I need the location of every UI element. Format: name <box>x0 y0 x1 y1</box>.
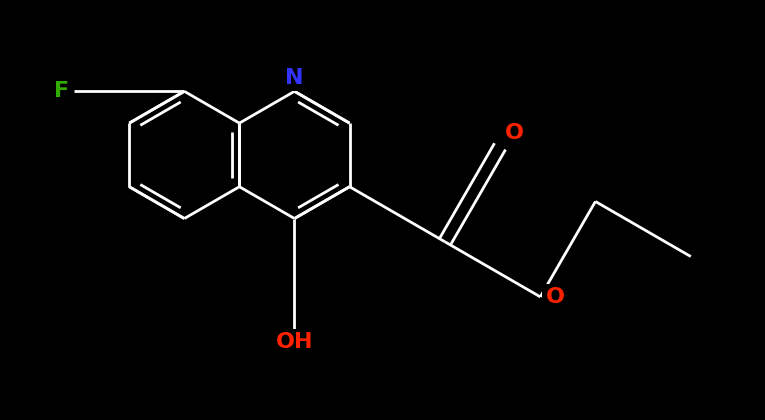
Text: N: N <box>285 68 304 88</box>
Text: F: F <box>54 81 69 101</box>
Text: O: O <box>545 287 565 307</box>
Text: O: O <box>506 123 524 143</box>
Text: OH: OH <box>275 332 313 352</box>
